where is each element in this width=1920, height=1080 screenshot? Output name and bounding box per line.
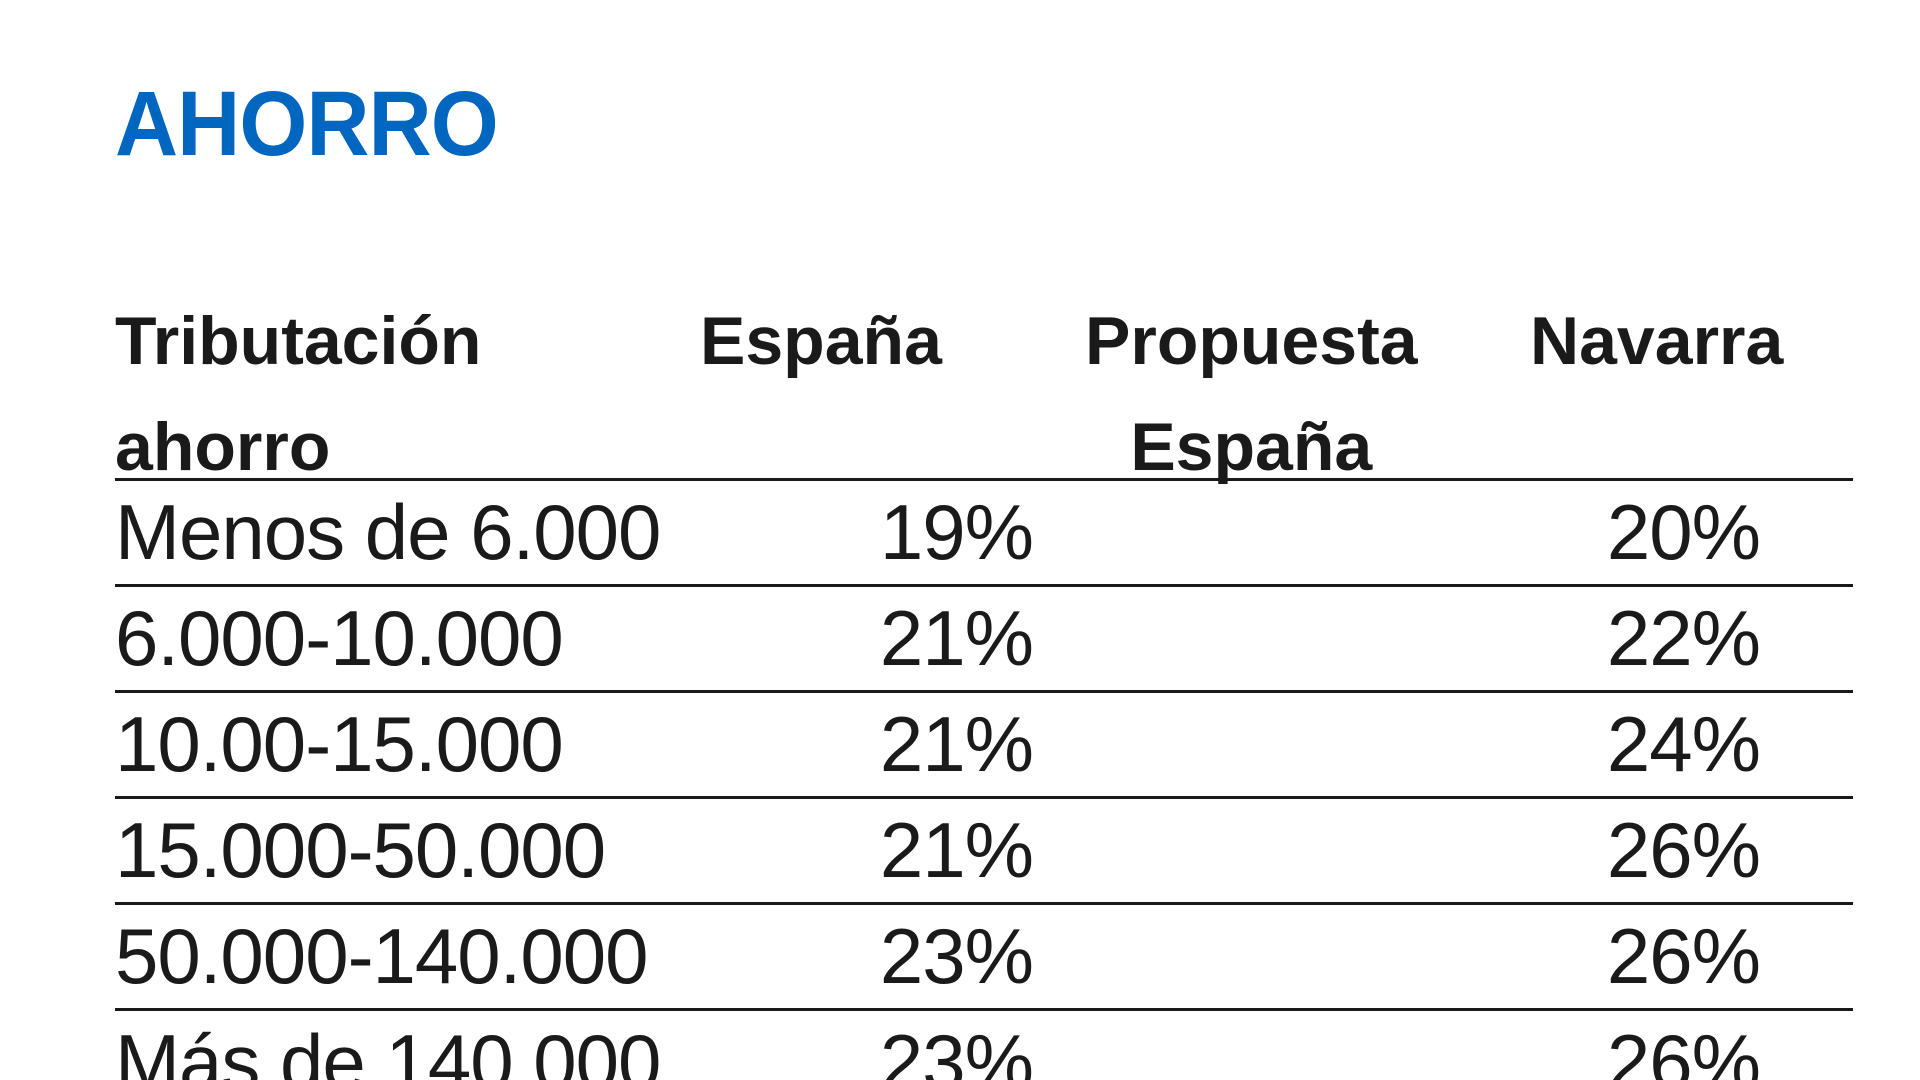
row-bracket-label: 10.00-15.000 xyxy=(115,700,564,788)
table-row: 15.000-50.000 21% 26% xyxy=(115,799,1853,905)
header-espana-label: España xyxy=(700,303,942,379)
page-title: AHORRO xyxy=(115,73,499,175)
row-bracket-label: Más de 140.000 xyxy=(115,1018,661,1080)
row-espana-rate: 21% xyxy=(879,700,1034,788)
row-navarra-rate: 26% xyxy=(1606,912,1761,1000)
row-navarra-cell: 26% xyxy=(1515,799,1853,902)
table-body: Menos de 6.000 19% 20% 6.000-10.000 21% 22% 10… xyxy=(115,481,1853,1080)
row-espana-rate: 21% xyxy=(879,594,1034,682)
header-divider xyxy=(115,478,1853,481)
header-espana: España xyxy=(700,288,942,394)
row-navarra-rate: 26% xyxy=(1606,1018,1761,1080)
header-propuesta-line1: Propuesta xyxy=(1085,303,1418,379)
row-bracket-label: 15.000-50.000 xyxy=(115,806,606,894)
row-navarra-cell: 26% xyxy=(1515,905,1853,1008)
row-navarra-cell: 26% xyxy=(1515,1011,1853,1080)
row-espana-rate: 23% xyxy=(879,1018,1034,1080)
row-navarra-rate: 26% xyxy=(1606,806,1761,894)
row-espana-rate: 23% xyxy=(879,912,1034,1000)
row-navarra-cell: 22% xyxy=(1515,587,1853,690)
header-propuesta-line2: España xyxy=(1130,409,1373,485)
row-navarra-rate: 20% xyxy=(1606,488,1761,576)
row-navarra-rate: 24% xyxy=(1606,700,1761,788)
row-navarra-cell: 24% xyxy=(1515,693,1853,796)
row-espana-rate: 21% xyxy=(879,806,1034,894)
header-navarra-label: Navarra xyxy=(1530,303,1784,379)
table-row: Más de 140.000 23% 26% xyxy=(115,1011,1853,1080)
row-navarra-cell: 20% xyxy=(1515,481,1853,584)
table-row: 10.00-15.000 21% 24% xyxy=(115,693,1853,799)
header-tributacion-ahorro: Tributación ahorro xyxy=(115,288,481,500)
table-header: Tributación ahorro España Propuesta Espa… xyxy=(115,288,1853,485)
document: AHORRO Tributación ahorro España Propues… xyxy=(115,0,1853,1080)
header-tributacion-line1: Tributación xyxy=(115,303,482,379)
row-espana-rate: 19% xyxy=(879,488,1034,576)
row-bracket-label: 50.000-140.000 xyxy=(115,912,648,1000)
table-row: 50.000-140.000 23% 26% xyxy=(115,905,1853,1011)
table-row: Menos de 6.000 19% 20% xyxy=(115,481,1853,587)
table-row: 6.000-10.000 21% 22% xyxy=(115,587,1853,693)
header-tributacion-line2: ahorro xyxy=(115,409,331,485)
row-bracket-label: 6.000-10.000 xyxy=(115,594,564,682)
row-bracket-label: Menos de 6.000 xyxy=(115,488,661,576)
row-navarra-rate: 22% xyxy=(1606,594,1761,682)
header-propuesta-espana: Propuesta España xyxy=(1085,288,1418,500)
header-navarra: Navarra xyxy=(1530,288,1783,394)
